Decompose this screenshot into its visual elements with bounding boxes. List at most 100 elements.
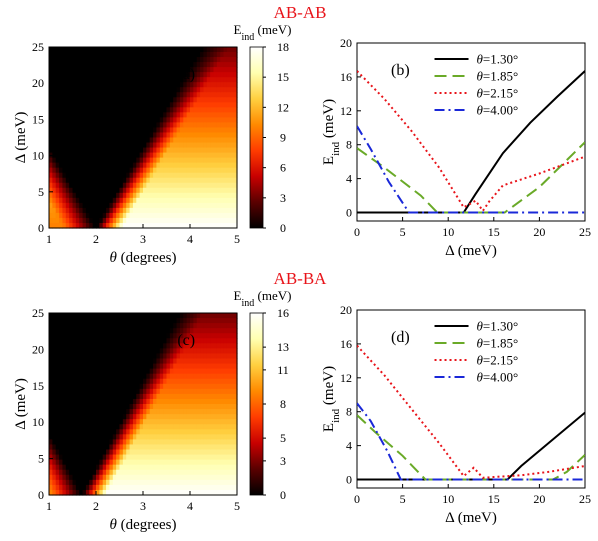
heatmap-cell [196, 409, 201, 415]
heatmap-cell [122, 358, 127, 365]
heatmap-cell [82, 348, 87, 355]
heatmap-cell [126, 373, 131, 380]
heatmap-cell [112, 479, 117, 486]
heatmap-cell [233, 147, 238, 154]
heatmap-cell [65, 52, 70, 58]
heatmap-cell [159, 419, 164, 425]
heatmap-cell [96, 172, 100, 179]
heatmap-cell [75, 217, 80, 224]
heatmap-cell [166, 102, 171, 108]
heatmap-cell [119, 378, 124, 385]
heatmap-cell [186, 117, 191, 124]
heatmap-cell [179, 122, 184, 129]
heatmap-cell [102, 444, 107, 451]
heatmap-cell [92, 82, 97, 88]
heatmap-cell [149, 459, 154, 466]
heatmap-cell [59, 147, 64, 154]
heatmap-cell [82, 378, 87, 385]
heatmap-cell [230, 383, 235, 390]
heatmap-cell [216, 87, 221, 93]
heatmap-cell [173, 187, 178, 194]
heatmap-cell [203, 404, 208, 410]
heatmap-cell [129, 348, 134, 355]
heatmap-cell [203, 449, 208, 456]
heatmap-cell [89, 217, 94, 224]
heatmap-cell [69, 47, 74, 53]
heatmap-cell [206, 439, 211, 446]
heatmap-cell [203, 152, 208, 159]
heatmap-cell [196, 197, 201, 204]
heatmap-cell [226, 52, 231, 58]
heatmap-cell [206, 489, 211, 496]
heatmap-cell [179, 449, 184, 456]
heatmap-cell [96, 212, 100, 219]
heatmap-cell [210, 489, 215, 496]
heatmap-cell [166, 474, 171, 481]
heatmap-cell [223, 318, 228, 324]
heatmap-cell [203, 464, 208, 471]
heatmap-cell [106, 434, 111, 440]
heatmap-cell [149, 72, 154, 78]
heatmap-cell [116, 47, 121, 53]
heatmap-cell [226, 343, 231, 349]
heatmap-cell [206, 177, 211, 184]
heatmap-cell [49, 434, 53, 440]
heatmap-cell [156, 404, 161, 410]
heatmap-cell [49, 132, 53, 139]
heatmap-cell [213, 62, 218, 68]
heatmap-cell [102, 92, 107, 98]
heatmap-cell [210, 157, 215, 164]
heatmap-cell [233, 52, 238, 58]
heatmap-cell [210, 398, 215, 405]
heatmap-cell [146, 147, 151, 154]
heatmap-cell [193, 127, 198, 134]
heatmap-cell [200, 212, 205, 219]
heatmap-cell [163, 313, 168, 319]
heatmap-cell [213, 187, 218, 194]
heatmap-cell [163, 373, 168, 380]
heatmap-cell [220, 333, 225, 339]
heatmap-cell [132, 484, 137, 491]
heatmap-cell [230, 162, 235, 169]
heatmap-cell [122, 404, 127, 410]
heatmap-cell [132, 459, 137, 466]
heatmap-cell [210, 192, 215, 199]
heatmap-cell [159, 489, 164, 496]
heatmap-cell [139, 429, 144, 435]
heatmap-cell [200, 107, 205, 113]
heatmap-cell [206, 429, 211, 435]
heatmap-cell [82, 162, 87, 169]
heatmap-cell [190, 409, 194, 415]
heatmap-cell [203, 67, 208, 73]
heatmap-cell [92, 353, 97, 360]
heatmap-cell [129, 479, 134, 486]
heatmap-cell [96, 157, 100, 164]
heatmap-cell [82, 449, 87, 456]
heatmap-cell [166, 398, 171, 405]
heatmap-cell [79, 409, 84, 415]
heatmap-cell [149, 157, 154, 164]
heatmap-cell [196, 187, 201, 194]
heatmap-cell [213, 177, 218, 184]
heatmap-cell [49, 489, 53, 496]
heatmap-cell [223, 157, 228, 164]
heatmap-cell [183, 459, 188, 466]
heatmap-cell [112, 469, 117, 476]
heatmap-cell [186, 378, 191, 385]
heatmap-cell [156, 323, 161, 329]
legend-label: θ=1.85° [477, 336, 519, 351]
heatmap-cell [89, 137, 94, 144]
heatmap-cell [119, 177, 124, 184]
heatmap-cell [149, 383, 154, 390]
heatmap-cell [213, 72, 218, 78]
heatmap-cell [122, 398, 127, 405]
heatmap-cell [139, 328, 144, 334]
heatmap-cell [129, 222, 134, 229]
heatmap-cell [163, 353, 168, 360]
heatmap-cell [55, 383, 60, 390]
heatmap-cell [99, 187, 104, 194]
heatmap-cell [220, 409, 225, 415]
heatmap-cell [116, 132, 121, 139]
heatmap-cell [146, 117, 151, 124]
heatmap-cell [119, 152, 124, 159]
